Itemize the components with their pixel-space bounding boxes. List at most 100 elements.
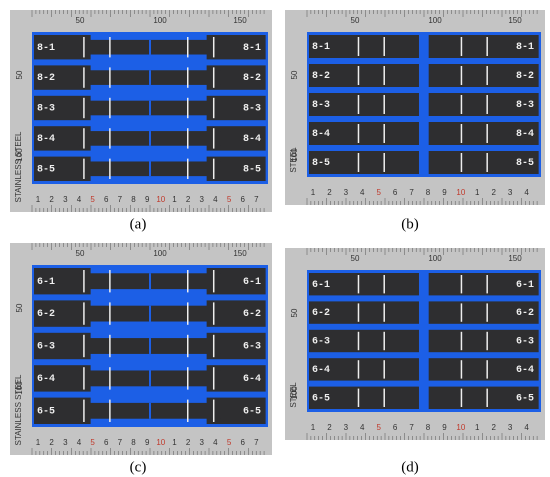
ruler-number: 2 [186, 195, 191, 204]
specimen-half [309, 301, 419, 324]
panel-caption: (a) [130, 216, 147, 232]
ruler-number: 4 [77, 438, 82, 447]
ruler-number: 50 [76, 249, 85, 258]
ruler-number: 3 [200, 195, 205, 204]
ruler-number: 8 [426, 423, 431, 432]
specimen-label: 6-5 [516, 393, 534, 404]
ruler-number: 5 [227, 438, 232, 447]
specimen-label: 8-3 [312, 100, 330, 111]
ruler-number: 3 [344, 188, 349, 197]
specimen-label: 6-1 [312, 280, 330, 291]
specimen-half [428, 64, 539, 87]
ruler-number: 4 [213, 438, 218, 447]
ruler-number: 8 [131, 438, 136, 447]
ruler-number: 4 [360, 423, 365, 432]
ruler-number: 3 [63, 438, 68, 447]
ruler-number: 6 [104, 195, 109, 204]
ruler-number: 1 [172, 438, 177, 447]
ruler-number: 7 [118, 195, 123, 204]
specimen-label: 8-5 [516, 158, 534, 169]
ruler-number: 150 [233, 249, 247, 258]
specimen-label: 8-4 [243, 134, 261, 145]
ruler-number: 9 [145, 438, 150, 447]
ruler-number: 1 [311, 188, 316, 197]
specimen-label: 6-2 [243, 309, 261, 320]
specimen-label: 8-4 [312, 129, 330, 140]
specimen-label: 8-2 [37, 73, 55, 84]
specimen-half [428, 358, 539, 381]
ruler-number: 4 [524, 188, 529, 197]
specimen-half [309, 273, 419, 296]
specimen-label: 6-2 [37, 309, 55, 320]
ruler-number: 9 [442, 423, 447, 432]
specimen-half [428, 329, 539, 353]
specimen-half [428, 122, 539, 145]
ruler-number: 2 [327, 423, 332, 432]
specimen-label: 6-2 [312, 308, 330, 319]
ruler-number: 100 [290, 386, 299, 400]
specimen-label: 6-2 [516, 308, 534, 319]
ruler-number: 7 [254, 195, 259, 204]
ruler-number: 4 [524, 423, 529, 432]
ruler-number: 4 [77, 195, 82, 204]
specimen-half [428, 301, 539, 324]
ruler-number: 5 [376, 423, 381, 432]
ruler-number: 6 [104, 438, 109, 447]
ruler-number: 50 [290, 70, 299, 79]
specimen-label: 8-2 [516, 71, 534, 82]
ruler-number: 2 [49, 195, 54, 204]
specimen-label: 6-5 [243, 406, 261, 417]
ruler-number: 150 [508, 16, 522, 25]
ruler-number: 50 [15, 70, 24, 79]
ruler-number: 10 [156, 438, 165, 447]
ruler-number: 10 [156, 195, 165, 204]
ruler-number: 1 [36, 195, 41, 204]
ruler-number: 2 [491, 188, 496, 197]
ruler-number: 3 [508, 188, 513, 197]
panel-caption: (d) [401, 459, 419, 475]
specimen-half [309, 93, 419, 116]
ruler-number: 50 [290, 308, 299, 317]
specimen-label: 6-3 [516, 337, 534, 348]
ruler-side-text: STEEL [289, 147, 298, 173]
ruler-number: 3 [508, 423, 513, 432]
ruler-number: 1 [36, 438, 41, 447]
specimen-half [428, 93, 539, 116]
ruler-side-text: STAINLESS STEEL [14, 374, 23, 446]
ruler-number: 50 [76, 16, 85, 25]
specimen-label: 8-5 [312, 158, 330, 169]
specimen-half [309, 64, 419, 87]
ruler-number: 50 [351, 254, 360, 263]
ruler-number: 10 [456, 188, 465, 197]
ruler-number: 50 [15, 303, 24, 312]
ruler-number: 1 [311, 423, 316, 432]
ruler-number: 100 [153, 249, 167, 258]
ruler-number: 150 [508, 254, 522, 263]
ruler-number: 3 [200, 438, 205, 447]
specimen-half [309, 35, 419, 58]
specimen-label: 8-1 [516, 42, 534, 53]
ruler-number: 1 [172, 195, 177, 204]
specimen-label: 6-4 [243, 374, 261, 385]
ruler-number: 7 [118, 438, 123, 447]
ruler-number: 7 [409, 423, 414, 432]
ruler-number: 10 [456, 423, 465, 432]
ruler-number: 100 [428, 16, 442, 25]
ruler-number: 100 [153, 16, 167, 25]
specimen-half [309, 358, 419, 381]
specimen-label: 6-1 [243, 277, 261, 288]
specimen-label: 6-3 [312, 337, 330, 348]
specimen-label: 8-1 [312, 42, 330, 53]
ruler-number: 8 [131, 195, 136, 204]
ruler-number: 3 [63, 195, 68, 204]
specimen-half [309, 386, 419, 409]
specimen-half [309, 151, 419, 174]
photo-panel: 50 100 150 50 100 1 2 3 4 5 6 7 8 9 10 1 2 3 4 STEEL 8-1 8-1 8… [285, 10, 545, 205]
specimen-label: 6-1 [37, 277, 55, 288]
specimen-label: 8-3 [516, 100, 534, 111]
specimen-label: 6-5 [37, 406, 55, 417]
ruler-number: 9 [145, 195, 150, 204]
ruler-number: 1 [475, 188, 480, 197]
